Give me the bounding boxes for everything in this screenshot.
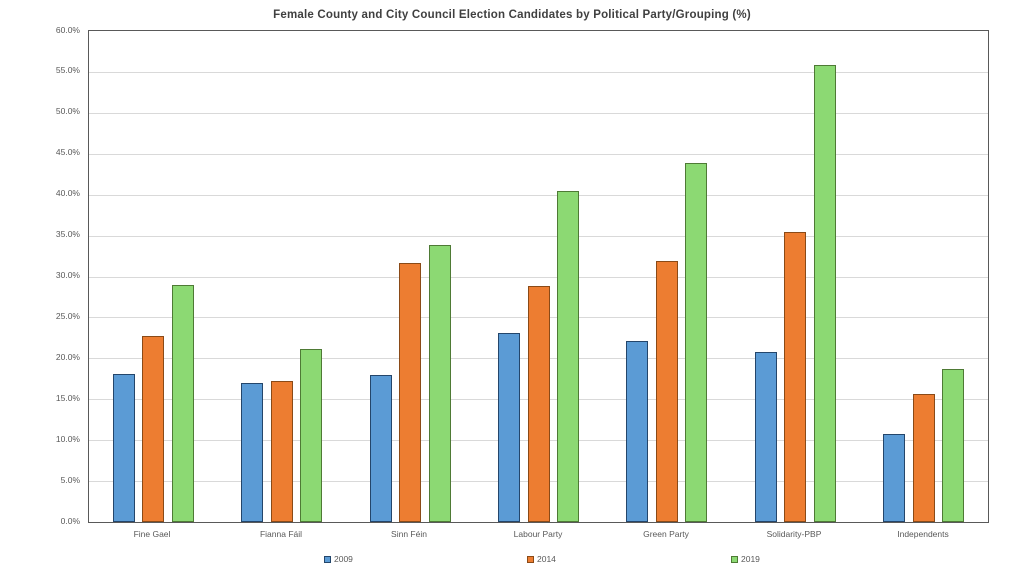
y-tick-label: 55.0% xyxy=(55,65,80,75)
bar-2019-solidarity-pbp xyxy=(814,65,836,522)
y-tick-label: 20.0% xyxy=(55,352,80,362)
y-tick-label: 60.0% xyxy=(55,25,80,35)
x-category-label: Fine Gael xyxy=(133,529,171,539)
y-tick-label: 25.0% xyxy=(55,311,80,321)
legend-label: 2019 xyxy=(741,554,760,564)
y-tick-label: 0.0% xyxy=(60,516,80,526)
bar-2014-independents xyxy=(913,394,935,522)
plot-area xyxy=(88,30,989,523)
legend-item-2019: 2019 xyxy=(731,553,760,565)
x-category-label: Solidarity-PBP xyxy=(766,529,822,539)
bar-2009-green-party xyxy=(626,341,648,522)
bar-2014-solidarity-pbp xyxy=(784,232,806,522)
bar-2014-green-party xyxy=(656,261,678,522)
y-tick-label: 10.0% xyxy=(55,434,80,444)
legend-label: 2014 xyxy=(537,554,556,564)
bar-2014-labour-party xyxy=(528,286,550,522)
y-tick-label: 50.0% xyxy=(55,106,80,116)
bar-2019-sinn-f-in xyxy=(429,245,451,522)
legend-swatch-icon xyxy=(324,555,331,563)
legend-swatch-icon xyxy=(731,555,738,563)
bar-2009-labour-party xyxy=(498,333,520,522)
gridline xyxy=(89,72,988,73)
y-tick-label: 5.0% xyxy=(60,475,80,485)
y-tick-label: 45.0% xyxy=(55,147,80,157)
legend-swatch-icon xyxy=(527,555,534,563)
y-tick-label: 40.0% xyxy=(55,188,80,198)
x-category-label: Sinn Féin xyxy=(391,529,427,539)
gridline xyxy=(89,277,988,278)
bar-2009-independents xyxy=(883,434,905,522)
gridline xyxy=(89,195,988,196)
bar-2019-fianna-f-il xyxy=(300,349,322,522)
bar-2009-fine-gael xyxy=(113,374,135,522)
x-category-label: Labour Party xyxy=(513,529,563,539)
y-tick-label: 15.0% xyxy=(55,393,80,403)
bar-2019-independents xyxy=(942,369,964,522)
bar-2009-fianna-f-il xyxy=(241,383,263,522)
bar-2019-green-party xyxy=(685,163,707,522)
gridline xyxy=(89,154,988,155)
legend-item-2009: 2009 xyxy=(324,553,353,565)
bar-2019-labour-party xyxy=(557,191,579,522)
bar-2014-sinn-f-in xyxy=(399,263,421,522)
bar-2014-fine-gael xyxy=(142,336,164,522)
chart-title: Female County and City Council Election … xyxy=(273,9,751,21)
legend-label: 2009 xyxy=(334,554,353,564)
x-category-label: Fianna Fáil xyxy=(259,529,303,539)
bar-2009-solidarity-pbp xyxy=(755,352,777,522)
bar-2019-fine-gael xyxy=(172,285,194,522)
x-category-label: Green Party xyxy=(643,529,689,539)
bar-2014-fianna-f-il xyxy=(271,381,293,522)
y-tick-label: 30.0% xyxy=(55,270,80,280)
gridline xyxy=(89,113,988,114)
x-category-label: Independents xyxy=(897,529,949,539)
legend-item-2014: 2014 xyxy=(527,553,556,565)
bar-2009-sinn-f-in xyxy=(370,375,392,522)
y-tick-label: 35.0% xyxy=(55,229,80,239)
gridline xyxy=(89,236,988,237)
